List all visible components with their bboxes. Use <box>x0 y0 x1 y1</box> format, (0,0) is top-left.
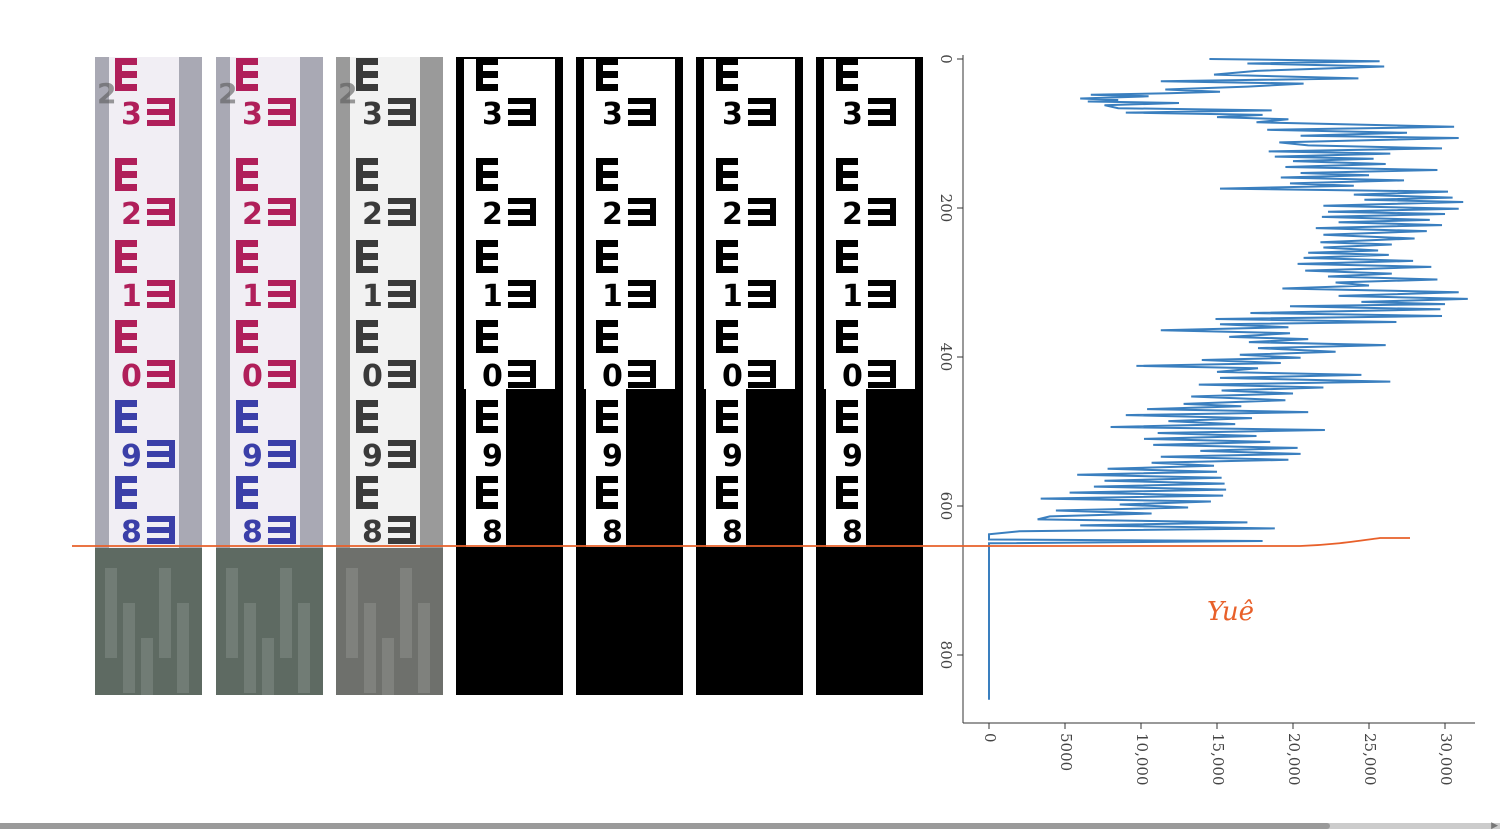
scroll-right-arrow-icon[interactable]: ▶ <box>1491 821 1498 831</box>
gauge-numeral: 3 <box>842 97 863 132</box>
gauge-numeral: 8 <box>722 515 743 550</box>
side-text: 2 <box>97 77 116 110</box>
gauge-numeral: 0 <box>121 359 142 394</box>
gauge-numeral: 9 <box>482 439 503 474</box>
x-ticks: 0 5000 10,000 15,000 20,000 25,000 30,000 <box>981 723 1455 786</box>
horizontal-scrollbar[interactable]: ▶ <box>0 821 1500 831</box>
gauge-numeral: 1 <box>602 279 623 314</box>
gauge-numeral: 3 <box>722 97 743 132</box>
gauge-numeral: 3 <box>121 97 142 132</box>
gauge-numeral: 0 <box>602 359 623 394</box>
gauge-numeral: 2 <box>242 197 263 232</box>
gauge-numeral: 8 <box>842 515 863 550</box>
gauge-numeral: 8 <box>242 515 263 550</box>
x-tick-label: 20,000 <box>1285 733 1303 786</box>
gauge-numeral: 1 <box>242 279 263 314</box>
gauge-numeral: 9 <box>362 439 383 474</box>
scrollbar-thumb[interactable] <box>0 823 1330 829</box>
water-level-line <box>72 537 1410 547</box>
y-tick-label: 200 <box>937 194 955 223</box>
gauge-numeral: 1 <box>722 279 743 314</box>
gauge-numeral: 0 <box>722 359 743 394</box>
gauge-numeral: 3 <box>362 97 383 132</box>
gauge-numeral: 3 <box>242 97 263 132</box>
gauge-numeral: 2 <box>602 197 623 232</box>
gauge-numeral: 2 <box>362 197 383 232</box>
y-tick-label: 0 <box>937 54 955 64</box>
gauge-numeral: 3 <box>482 97 503 132</box>
gauge-numeral: 1 <box>121 279 142 314</box>
gauge-numeral: 2 <box>842 197 863 232</box>
gauge-numeral: 9 <box>842 439 863 474</box>
y-ticks: 0 200 400 600 800 <box>937 54 963 669</box>
y-tick-label: 400 <box>937 343 955 372</box>
gauge-numeral: 8 <box>362 515 383 550</box>
gauge-numeral: 2 <box>722 197 743 232</box>
x-tick-label: 0 <box>981 733 999 743</box>
x-tick-label: 10,000 <box>1133 733 1151 786</box>
x-tick-label: 5000 <box>1057 733 1075 771</box>
gauge-numeral: 8 <box>482 515 503 550</box>
side-text: 2 <box>338 77 357 110</box>
gauge-numeral: 1 <box>842 279 863 314</box>
annotation-text: Yuê <box>1207 597 1254 627</box>
intensity-profile-chart: 0 200 400 600 800 0 5000 10,000 15,000 20,000 25,… <box>937 54 1475 786</box>
gauge-numeral: 0 <box>242 359 263 394</box>
y-tick-label: 600 <box>937 492 955 521</box>
x-tick-label: 15,000 <box>1209 733 1227 786</box>
gauge-numeral: 3 <box>602 97 623 132</box>
gauge-numeral: 1 <box>362 279 383 314</box>
x-tick-label: 30,000 <box>1437 733 1455 786</box>
gauge-numeral: 0 <box>482 359 503 394</box>
x-tick-label: 25,000 <box>1361 733 1379 786</box>
gauge-numeral: 2 <box>121 197 142 232</box>
gauge-numeral: 9 <box>602 439 623 474</box>
water-level-annotation: Yuê <box>72 537 1410 627</box>
gauge-numeral: 8 <box>602 515 623 550</box>
gauge-numeral: 9 <box>722 439 743 474</box>
gauge-numeral: 8 <box>121 515 142 550</box>
gauge-numeral: 1 <box>482 279 503 314</box>
gauge-numeral: 0 <box>362 359 383 394</box>
gauge-numeral: 0 <box>842 359 863 394</box>
side-text: 2 <box>218 77 237 110</box>
gauge-numeral: 9 <box>242 439 263 474</box>
gauge-numeral: 9 <box>121 439 142 474</box>
gauge-panels: 2321098232109823210983210983210983210983… <box>95 57 923 728</box>
y-tick-label: 800 <box>937 641 955 670</box>
gauge-numeral: 2 <box>482 197 503 232</box>
series-line <box>988 58 1468 700</box>
